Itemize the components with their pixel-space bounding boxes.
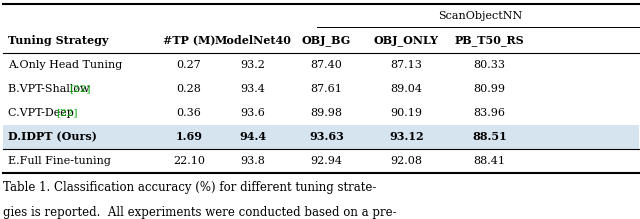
Text: B.VPT-Shallow: B.VPT-Shallow xyxy=(8,84,93,94)
Text: D.IDPT (Ours): D.IDPT (Ours) xyxy=(8,131,97,142)
Text: 94.4: 94.4 xyxy=(239,131,266,142)
Text: Table 1. Classification accuracy (%) for different tuning strate-: Table 1. Classification accuracy (%) for… xyxy=(3,181,376,194)
Text: 87.40: 87.40 xyxy=(310,60,342,70)
Text: 93.6: 93.6 xyxy=(241,108,265,118)
Text: [22]: [22] xyxy=(69,84,91,93)
Text: 89.98: 89.98 xyxy=(310,108,342,118)
Text: E.Full Fine-tuning: E.Full Fine-tuning xyxy=(8,156,111,166)
Text: 88.41: 88.41 xyxy=(474,156,506,166)
Text: OBJ_ONLY: OBJ_ONLY xyxy=(374,35,439,46)
Text: 22.10: 22.10 xyxy=(173,156,205,166)
Text: OBJ_BG: OBJ_BG xyxy=(302,35,351,46)
Text: 92.94: 92.94 xyxy=(310,156,342,166)
Text: Tuning Strategy: Tuning Strategy xyxy=(8,35,109,46)
Text: 0.36: 0.36 xyxy=(177,108,201,118)
Text: 87.13: 87.13 xyxy=(390,60,422,70)
Text: 0.28: 0.28 xyxy=(177,84,201,94)
Text: 92.08: 92.08 xyxy=(390,156,422,166)
Text: 89.04: 89.04 xyxy=(390,84,422,94)
Text: 90.19: 90.19 xyxy=(390,108,422,118)
Text: 80.99: 80.99 xyxy=(474,84,506,94)
Text: PB_T50_RS: PB_T50_RS xyxy=(455,35,524,46)
Text: #TP (M): #TP (M) xyxy=(163,35,215,46)
Text: gies is reported.  All experiments were conducted based on a pre-: gies is reported. All experiments were c… xyxy=(3,206,397,219)
Text: 93.2: 93.2 xyxy=(241,60,265,70)
Text: 93.12: 93.12 xyxy=(389,131,424,142)
Text: A.Only Head Tuning: A.Only Head Tuning xyxy=(8,60,123,70)
Text: 93.4: 93.4 xyxy=(241,84,265,94)
Text: 93.63: 93.63 xyxy=(309,131,344,142)
Text: 93.8: 93.8 xyxy=(241,156,265,166)
Text: 83.96: 83.96 xyxy=(474,108,506,118)
Text: 87.61: 87.61 xyxy=(310,84,342,94)
Text: 80.33: 80.33 xyxy=(474,60,506,70)
Text: 88.51: 88.51 xyxy=(472,131,507,142)
Bar xyxy=(3,125,639,149)
Text: 1.69: 1.69 xyxy=(175,131,202,142)
Text: 0.27: 0.27 xyxy=(177,60,201,70)
Text: ScanObjectNN: ScanObjectNN xyxy=(438,11,522,21)
Text: ModelNet40: ModelNet40 xyxy=(214,35,291,46)
Text: [22]: [22] xyxy=(56,108,77,117)
Text: C.VPT-Deep: C.VPT-Deep xyxy=(8,108,77,118)
